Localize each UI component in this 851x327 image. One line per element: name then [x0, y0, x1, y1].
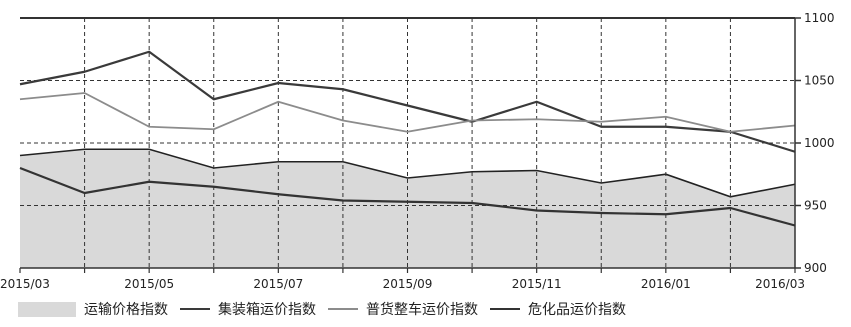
y-tick-label: 1100: [804, 11, 835, 25]
line-layer: [19, 50, 796, 227]
legend-label: 危化品运价指数: [528, 302, 626, 318]
axis-layer: 900 950 1000 1050 1100 2015/03 2015/05 2015/07 2…: [0, 11, 835, 291]
legend-item-container-freight-index: 集装箱运价指数: [180, 299, 316, 319]
legend-label: 集装箱运价指数: [218, 302, 316, 318]
series-line-2: [19, 92, 796, 133]
legend-swatch-line: [180, 308, 210, 310]
legend-item-general-truckload-index: 普货整车运价指数: [328, 299, 478, 319]
x-tick-label: 2015/09: [383, 277, 433, 291]
legend-label: 普货整车运价指数: [366, 302, 478, 318]
x-tick-label: 2015/07: [253, 277, 303, 291]
chart: 900 950 1000 1050 1100 2015/03 2015/05 2015/07 2…: [0, 11, 835, 291]
y-tick-label: 1000: [804, 136, 835, 150]
series-line-3: [19, 166, 796, 227]
x-tick-label: 2016/01: [641, 277, 691, 291]
x-tick-label: 2015/11: [512, 277, 562, 291]
legend-swatch-line: [328, 308, 358, 310]
legend: 运输价格指数 集装箱运价指数 普货整车运价指数 危化品运价指数: [18, 298, 638, 320]
x-tick-label: 2015/03: [0, 277, 50, 291]
grid-layer: [20, 18, 795, 268]
legend-swatch-area: [18, 301, 76, 317]
y-tick-label: 900: [804, 261, 827, 275]
legend-item-transport-price-index: 运输价格指数: [18, 299, 168, 319]
y-tick-label: 1050: [804, 74, 835, 88]
legend-swatch-line: [490, 308, 520, 310]
x-tick-label: 2015/05: [124, 277, 174, 291]
x-tick-label: 2016/03: [755, 277, 805, 291]
legend-item-hazardous-chemicals-index: 危化品运价指数: [490, 299, 626, 319]
series-line-1: [19, 50, 796, 153]
legend-label: 运输价格指数: [84, 302, 168, 318]
y-tick-label: 950: [804, 199, 827, 213]
